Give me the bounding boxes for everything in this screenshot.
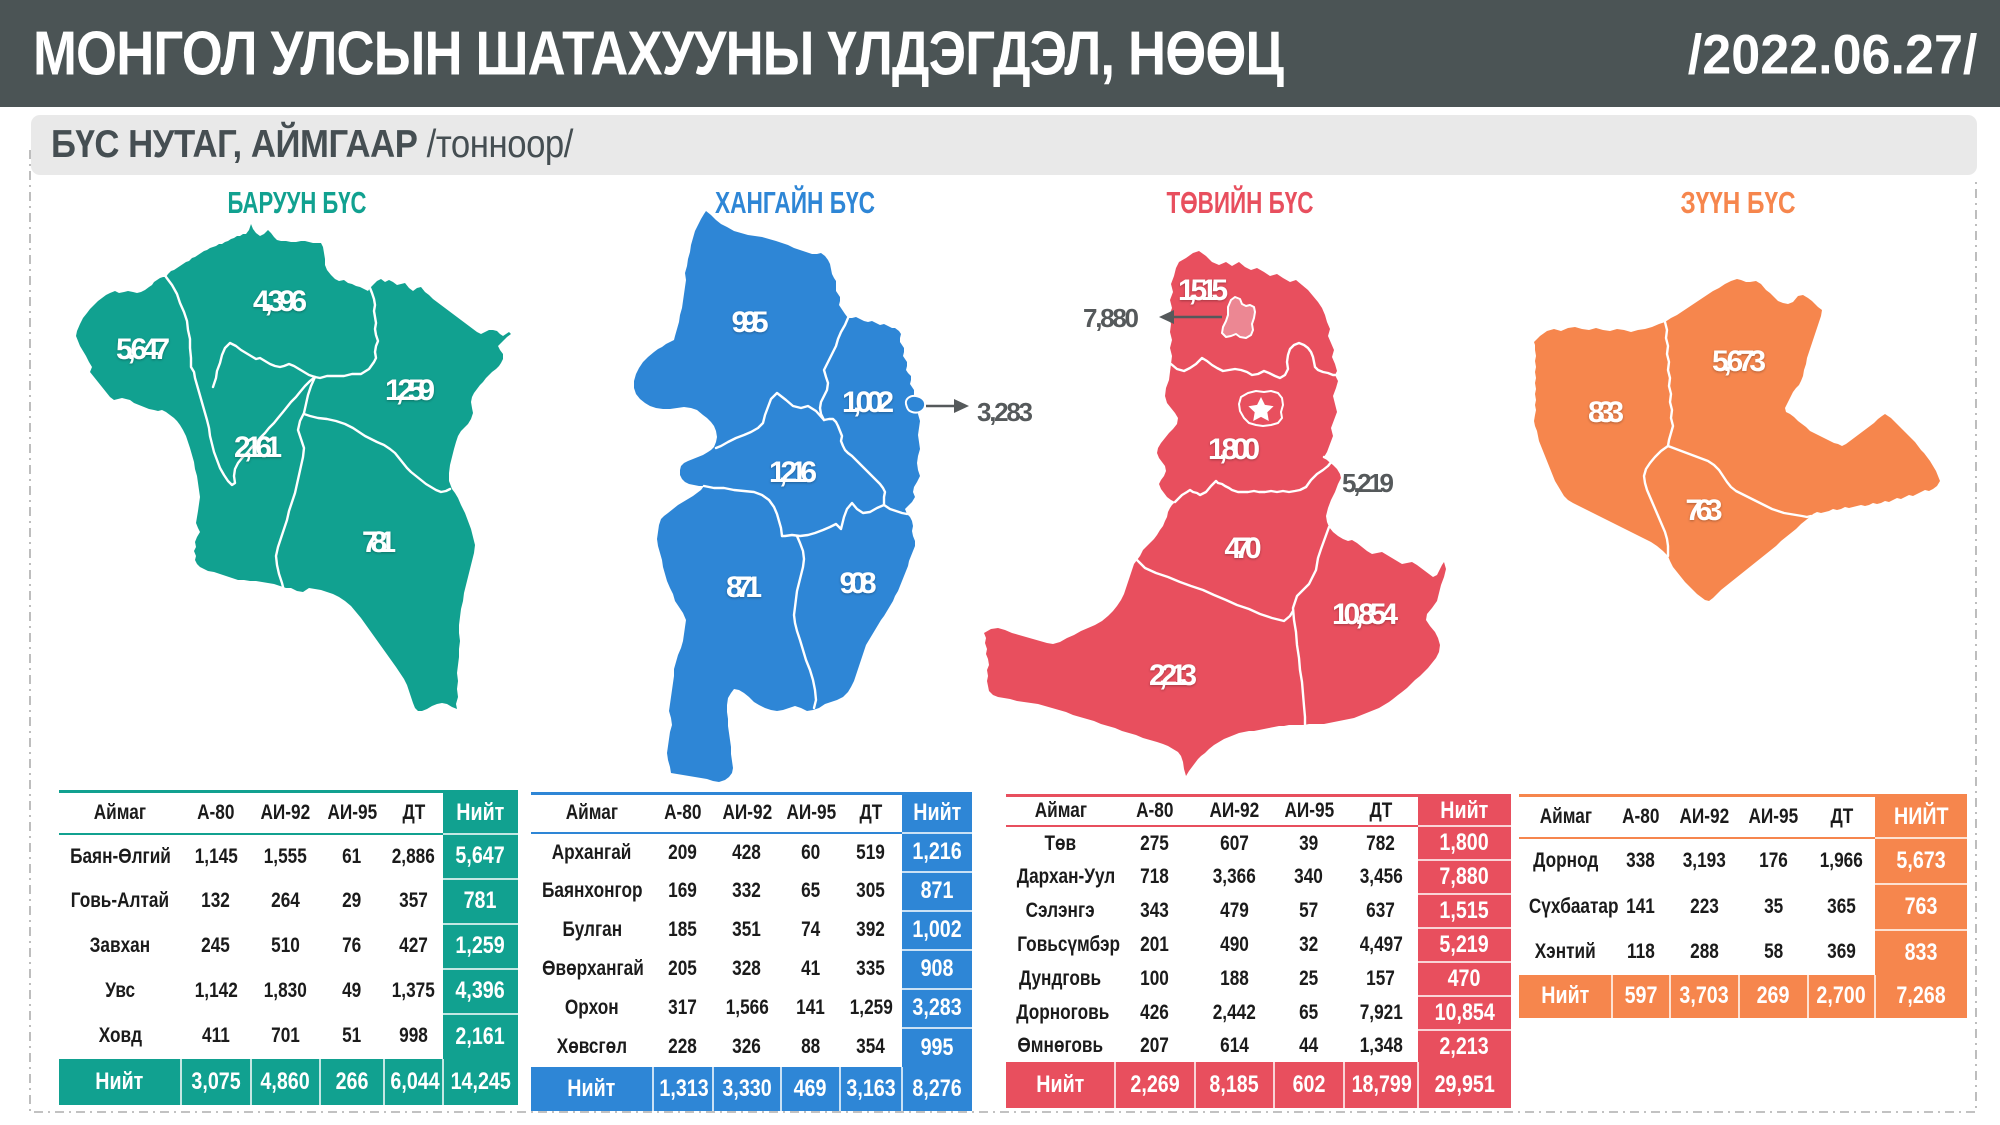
svg-text:1,515: 1,515 — [1178, 274, 1228, 307]
svg-text:1,002: 1,002 — [842, 386, 894, 419]
svg-text:995: 995 — [732, 306, 769, 339]
svg-text:763: 763 — [1686, 494, 1723, 527]
svg-text:4,396: 4,396 — [253, 285, 307, 318]
svg-text:1,259: 1,259 — [385, 374, 435, 407]
svg-text:1,216: 1,216 — [769, 456, 817, 489]
svg-text:1,800: 1,800 — [1208, 433, 1260, 466]
svg-text:2,213: 2,213 — [1149, 659, 1197, 692]
svg-text:ЗҮҮН БҮС: ЗҮҮН БҮС — [1681, 185, 1796, 220]
svg-text:781: 781 — [362, 526, 396, 559]
svg-text:5,647: 5,647 — [116, 333, 170, 366]
svg-text:ХАНГАЙН БҮС: ХАНГАЙН БҮС — [715, 184, 875, 220]
svg-text:5,673: 5,673 — [1712, 345, 1766, 378]
svg-text:2,161: 2,161 — [234, 431, 282, 464]
svg-text:3,283: 3,283 — [977, 397, 1033, 427]
svg-text:908: 908 — [840, 567, 877, 600]
svg-text:10,854: 10,854 — [1332, 598, 1398, 631]
svg-text:7,880: 7,880 — [1083, 303, 1139, 333]
svg-text:5,219: 5,219 — [1342, 468, 1394, 498]
svg-text:470: 470 — [1225, 532, 1262, 565]
svg-text:833: 833 — [1588, 396, 1624, 429]
svg-text:871: 871 — [726, 571, 762, 604]
svg-text:БАРУУН БҮС: БАРУУН БҮС — [228, 185, 367, 220]
svg-text:ТӨВИЙН БҮС: ТӨВИЙН БҮС — [1167, 184, 1314, 220]
